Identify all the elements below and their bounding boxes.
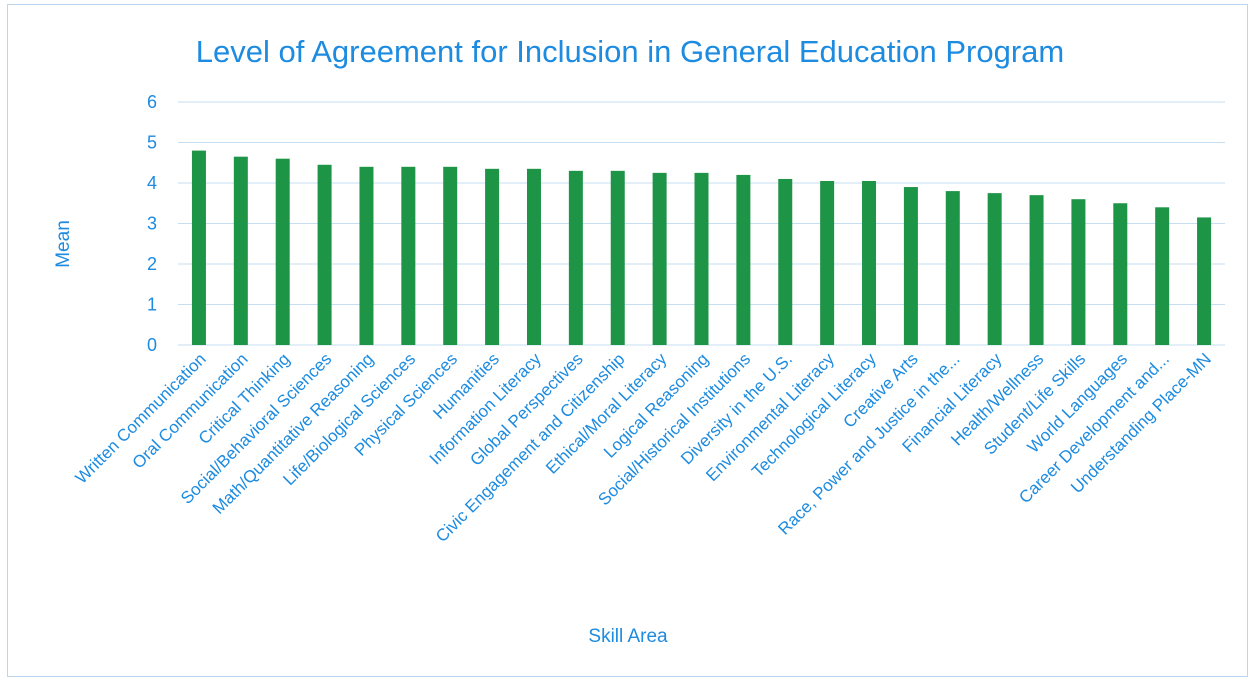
bar xyxy=(233,156,248,345)
bar xyxy=(359,166,374,345)
y-tick-label: 2 xyxy=(147,254,157,274)
y-tick-label: 1 xyxy=(147,295,157,315)
bar xyxy=(275,158,290,345)
bar xyxy=(1029,195,1044,345)
bar xyxy=(191,150,206,345)
bar xyxy=(401,166,416,345)
bar xyxy=(736,174,751,345)
y-tick-label: 3 xyxy=(147,214,157,234)
bar xyxy=(778,178,793,345)
bar xyxy=(485,168,500,345)
bar xyxy=(987,193,1002,345)
bar xyxy=(945,191,960,345)
top-edge xyxy=(0,0,1252,4)
bars xyxy=(191,150,1212,345)
bar xyxy=(443,166,458,345)
bar xyxy=(526,168,541,345)
y-tick-label: 0 xyxy=(147,335,157,355)
bar xyxy=(1071,199,1086,345)
bar xyxy=(694,172,709,345)
bar xyxy=(568,170,583,345)
x-axis-label: Skill Area xyxy=(588,626,668,647)
bar xyxy=(610,170,625,345)
y-tick-label: 6 xyxy=(147,92,157,112)
bar xyxy=(903,187,918,345)
y-axis-ticks: 0 1 2 3 4 5 6 xyxy=(147,92,157,355)
y-tick-label: 5 xyxy=(147,133,157,153)
y-axis-label: Mean xyxy=(53,220,74,268)
bar xyxy=(317,164,332,345)
y-tick-label: 4 xyxy=(147,173,157,193)
bar xyxy=(652,172,667,345)
bar xyxy=(1113,203,1128,345)
bar xyxy=(1155,207,1170,345)
chart-title: Level of Agreement for Inclusion in Gene… xyxy=(196,34,1064,69)
bar xyxy=(820,180,835,345)
bar xyxy=(1197,217,1212,345)
bar xyxy=(862,180,877,345)
